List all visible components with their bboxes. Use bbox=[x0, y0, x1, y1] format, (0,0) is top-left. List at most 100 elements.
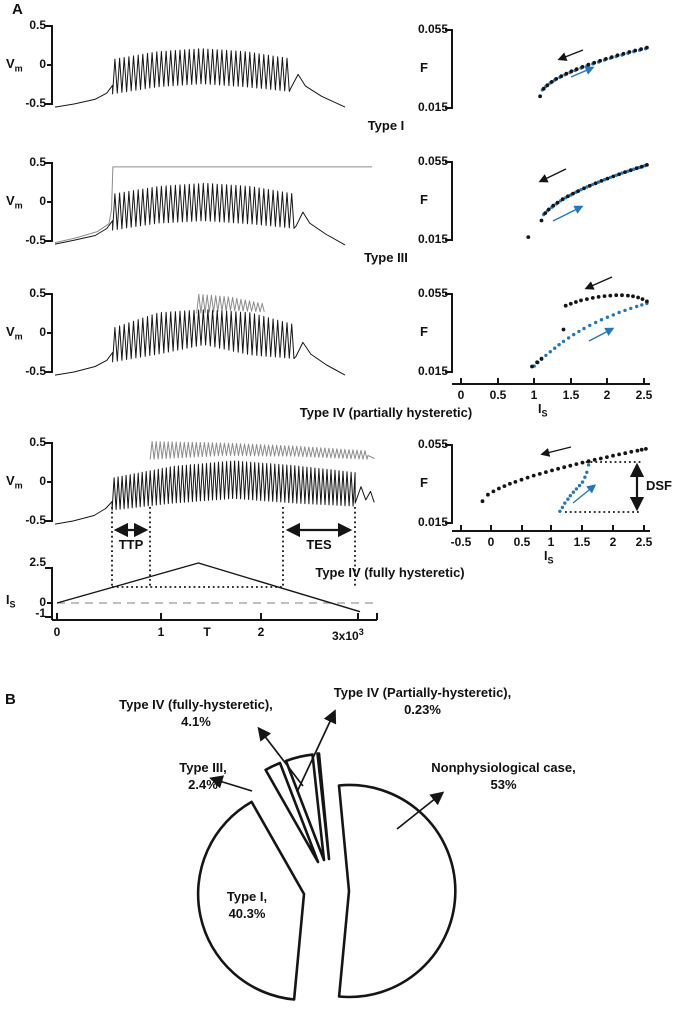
f-tick-top-row3: 0.055 bbox=[417, 286, 448, 300]
increasing-sweep-arrow-row1 bbox=[570, 66, 595, 78]
sc4-xtick-2: 2 bbox=[609, 535, 617, 549]
vm-tick-05-row3: 0.5 bbox=[29, 286, 46, 300]
f-axis-bracket-row3 bbox=[445, 293, 453, 373]
sc4-xtick-15: 1.5 bbox=[573, 535, 591, 549]
decreasing-sweep-arrow-row3 bbox=[584, 276, 613, 290]
f-vs-is-scatter-type1 bbox=[538, 45, 649, 99]
ttp-tes-dotted-lines bbox=[111, 507, 356, 588]
f-vs-is-scatter-type3 bbox=[526, 163, 649, 240]
sc3-xtick-2: 2 bbox=[603, 388, 611, 402]
f-axis-label-row2: F bbox=[420, 192, 428, 207]
f-axis-bracket-row2 bbox=[445, 161, 453, 241]
vm-tick-0-row2: 0 bbox=[39, 194, 46, 208]
f-tick-bottom-row3: 0.015 bbox=[417, 364, 448, 378]
sc4-xtick-25: 2.5 bbox=[635, 535, 653, 549]
pie-arrow-type3 bbox=[209, 775, 253, 792]
pie-label-type1: Type I, 40.3% bbox=[226, 889, 268, 921]
sc3-xtick-0: 0 bbox=[457, 388, 465, 402]
decreasing-sweep-arrow-row1 bbox=[557, 49, 584, 61]
vm-tick-neg05-row2: -0.5 bbox=[25, 233, 46, 247]
ttp-label: TTP bbox=[118, 537, 144, 552]
sc4-x-axis-label: IS bbox=[544, 549, 554, 566]
f-tick-top-row2: 0.055 bbox=[417, 154, 448, 168]
f-tick-top-row4: 0.055 bbox=[417, 437, 448, 451]
pie-arrow-type4-fully bbox=[257, 726, 304, 787]
increasing-sweep-arrow-row3 bbox=[588, 327, 615, 342]
vm-axis-bracket-row4 bbox=[45, 442, 53, 522]
dsf-label: DSF bbox=[646, 478, 672, 493]
sc3-xtick-15: 1.5 bbox=[562, 388, 580, 402]
vm-trace-type3 bbox=[54, 166, 373, 246]
vm-axis-label-row3: Vm bbox=[6, 324, 23, 342]
sc3-xtick-25: 2.5 bbox=[635, 388, 653, 402]
f-axis-label-row3: F bbox=[420, 324, 428, 339]
vm-tick-neg05-row3: -0.5 bbox=[25, 364, 46, 378]
time-tick-2: 2 bbox=[257, 625, 265, 639]
pie-arrow-nonphysiological bbox=[396, 791, 445, 830]
f-axis-bracket-row1 bbox=[445, 29, 453, 109]
decreasing-sweep-arrow-row4 bbox=[540, 446, 572, 457]
pie-arrow-type4-partially bbox=[296, 709, 337, 793]
ramp-ytick-25: 2.5 bbox=[29, 555, 46, 569]
pie-label-type3: Type III, 2.4% bbox=[179, 760, 227, 792]
vm-tick-neg05-row4: -0.5 bbox=[25, 513, 46, 527]
scatter3-x-axis bbox=[452, 378, 650, 385]
ramp-ytick-0: 0 bbox=[39, 595, 46, 609]
row2-title: Type III bbox=[364, 250, 408, 265]
sc4-xtick-05: 0.5 bbox=[513, 535, 531, 549]
sc3-xtick-05: 0.5 bbox=[489, 388, 507, 402]
row1-title: Type I bbox=[367, 118, 405, 133]
vm-axis-bracket-row1 bbox=[45, 25, 53, 105]
panel-a-label: A bbox=[12, 1, 23, 18]
f-tick-bottom-row1: 0.015 bbox=[417, 100, 448, 114]
f-vs-is-scatter-type4-partial bbox=[530, 293, 649, 369]
vm-trace-type1 bbox=[54, 48, 346, 108]
vm-tick-neg05-row1: -0.5 bbox=[25, 96, 46, 110]
sc4-xtick-neg05: -0.5 bbox=[450, 535, 472, 549]
f-tick-bottom-row4: 0.015 bbox=[417, 515, 448, 529]
vm-tick-05-row2: 0.5 bbox=[29, 155, 46, 169]
is-ramp-line bbox=[56, 562, 361, 613]
f-vs-is-scatter-type4-full bbox=[480, 447, 648, 513]
vm-trace-type4-full bbox=[54, 441, 375, 525]
f-axis-label-row4: F bbox=[420, 475, 428, 490]
panel-b-label: B bbox=[5, 691, 16, 708]
f-tick-top-row1: 0.055 bbox=[417, 22, 448, 36]
vm-axis-label-row1: Vm bbox=[6, 56, 23, 74]
sc4-xtick-0: 0 bbox=[487, 535, 495, 549]
f-axis-bracket-row4 bbox=[445, 444, 453, 524]
tes-label: TES bbox=[306, 537, 332, 552]
vm-axis-bracket-row2 bbox=[45, 162, 53, 242]
time-tick-0: 0 bbox=[53, 625, 61, 639]
vm-axis-label-row2: Vm bbox=[6, 193, 23, 211]
is-axis-bracket bbox=[45, 567, 53, 618]
pie-label-type4-fully: Type IV (fully-hysteretic), 4.1% bbox=[119, 697, 273, 729]
pie-label-type4-partially: Type IV (Partially-hysteretic), 0.23% bbox=[333, 685, 512, 717]
time-tick-1: 1 bbox=[157, 625, 165, 639]
row3-title: Type IV (partially hysteretic) bbox=[299, 405, 473, 420]
f-tick-bottom-row2: 0.015 bbox=[417, 232, 448, 246]
classification-pie-chart bbox=[196, 752, 457, 1001]
sc3-xtick-1: 1 bbox=[530, 388, 538, 402]
vm-tick-0-row4: 0 bbox=[39, 474, 46, 488]
increasing-sweep-arrow-row2 bbox=[552, 205, 584, 222]
increasing-sweep-arrow-row4 bbox=[572, 484, 597, 504]
row4-title: Type IV (fully hysteretic) bbox=[315, 565, 465, 580]
vm-tick-0-row1: 0 bbox=[39, 57, 46, 71]
vm-tick-05-row1: 0.5 bbox=[29, 18, 46, 32]
sc3-x-axis-label: IS bbox=[538, 402, 548, 419]
sc4-xtick-1: 1 bbox=[547, 535, 555, 549]
time-axis bbox=[51, 613, 378, 621]
ramp-y-axis-label: IS bbox=[6, 593, 16, 610]
time-axis-label: T bbox=[203, 625, 211, 639]
vm-tick-0-row3: 0 bbox=[39, 325, 46, 339]
pie-label-nonphysiological: Nonphysiological case, 53% bbox=[431, 760, 576, 792]
ramp-ytick-neg1: -1 bbox=[35, 606, 46, 620]
scatter4-x-axis bbox=[452, 525, 650, 532]
dsf-dotted-lines bbox=[565, 461, 641, 513]
time-tick-3e3: 3x103 bbox=[332, 627, 364, 643]
vm-trace-type4-partial bbox=[54, 293, 346, 376]
vm-axis-bracket-row3 bbox=[45, 293, 53, 373]
